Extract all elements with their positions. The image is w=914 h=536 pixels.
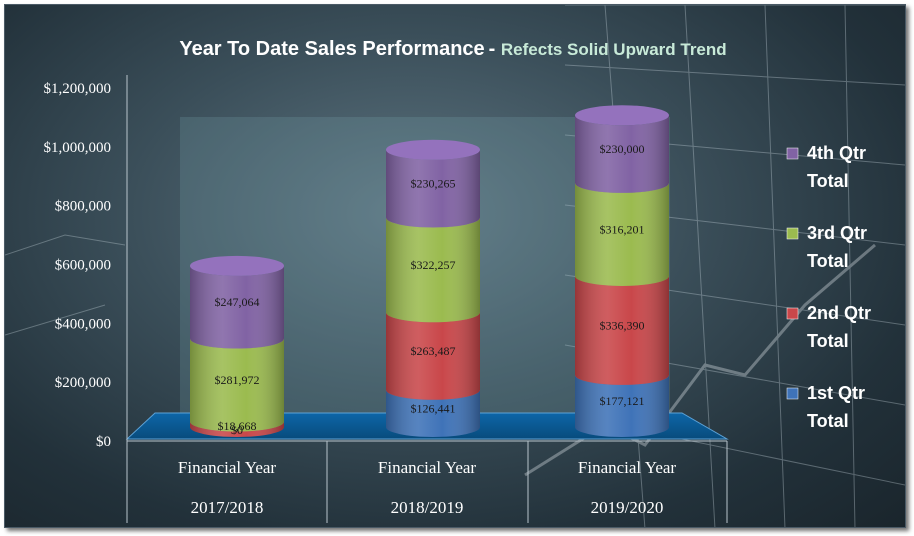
bar-stack (386, 139, 480, 437)
bar-segment-shading (575, 275, 669, 385)
legend-label: Total (807, 411, 849, 431)
legend-label: 2nd Qtr (807, 303, 871, 323)
y-tick-label: $0 (96, 434, 111, 450)
bar-segment-shading (386, 312, 480, 400)
data-label: $0 (231, 423, 243, 437)
bar-layer (190, 105, 669, 437)
data-label-layer: $0$18,668 $281,972 $247,064 $126,441 $263,48… (215, 142, 645, 437)
bar-segment-shading (386, 217, 480, 323)
legend-label: Total (807, 171, 849, 191)
y-tick-label: $1,200,000 (44, 81, 112, 97)
x-category-label: Financial Year (178, 458, 277, 477)
legend-label: 1st Qtr (807, 383, 865, 403)
bar-segment-shading (575, 115, 669, 193)
legend-label: Total (807, 251, 849, 271)
bar-segment-shading (190, 421, 284, 437)
bar-segment-cap (190, 255, 284, 276)
data-label: $230,265 (411, 177, 456, 191)
legend-entry: 3rd Qtr Total (786, 223, 867, 271)
title-separator: - (489, 38, 501, 60)
bar-segment-shading (575, 182, 669, 286)
x-category-label: Financial Year (378, 458, 477, 477)
y-tick-label: $200,000 (55, 375, 111, 391)
legend-label: 4th Qtr (807, 143, 866, 163)
x-category-label: 2019/2020 (591, 498, 664, 517)
legend-label: 3rd Qtr (807, 223, 867, 243)
legend-swatch (786, 227, 799, 240)
data-label: $336,390 (600, 318, 645, 332)
data-label: $281,972 (215, 373, 260, 387)
legend-swatch (786, 307, 799, 320)
bar-segment-shading (386, 389, 480, 437)
legend-swatch (786, 387, 799, 400)
legend-entry: 4th Qtr Total (786, 143, 866, 191)
stacked-cylinder-chart: $0 $200,000 $400,000 $600,000 $800,000 $1,000… (5, 5, 905, 527)
y-tick-label: $600,000 (55, 258, 111, 274)
bar-segment-cap (386, 139, 480, 160)
bar-segment-shading (190, 265, 284, 349)
data-label: $18,668 (218, 419, 257, 433)
data-label: $247,064 (215, 295, 260, 309)
data-label: $230,000 (600, 142, 645, 156)
x-category-label: 2017/2018 (191, 498, 264, 517)
x-category-label: 2018/2019 (391, 498, 464, 517)
chart-subtitle: Refects Solid Upward Trend (501, 40, 727, 59)
data-label: $322,257 (411, 258, 456, 272)
legend-label: Total (807, 331, 849, 351)
data-label: $126,441 (411, 401, 456, 415)
x-category-label: Financial Year (578, 458, 677, 477)
chart-frame: $0 $200,000 $400,000 $600,000 $800,000 $1,000… (4, 4, 906, 528)
y-tick-label: $400,000 (55, 316, 111, 332)
bar-segment-cap (575, 105, 669, 126)
chart-title: Year To Date Sales Performance (179, 38, 484, 60)
bar-segment-shading (575, 374, 669, 437)
axis-layer: $0 $200,000 $400,000 $600,000 $800,000 $1,000… (44, 75, 728, 523)
bar-segment-shading (190, 338, 284, 432)
data-label: $263,487 (411, 344, 456, 358)
bar-segment-shading (386, 149, 480, 228)
legend-entry: 2nd Qtr Total (786, 303, 871, 351)
chart-title-line: Year To Date Sales Performance - Refects… (179, 38, 726, 60)
legend-entry: 1st Qtr Total (786, 383, 865, 431)
bar-stack (575, 105, 669, 437)
y-tick-label: $800,000 (55, 199, 111, 215)
data-label: $177,121 (600, 394, 645, 408)
y-tick-label: $1,000,000 (44, 140, 112, 156)
data-label: $316,201 (600, 222, 645, 236)
legend-swatch (786, 147, 799, 160)
bar-stack (190, 255, 284, 437)
